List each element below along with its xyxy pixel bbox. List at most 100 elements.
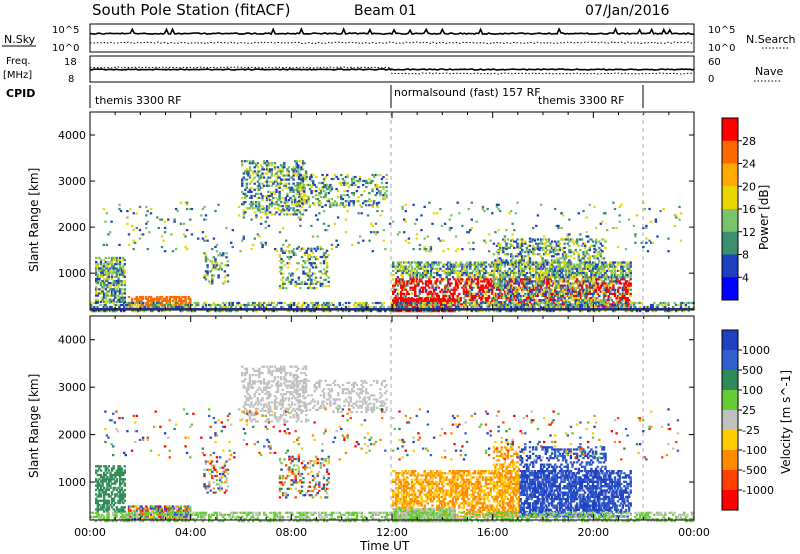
data-cell [219, 310, 222, 313]
data-cell [265, 209, 269, 212]
data-cell [122, 273, 125, 276]
data-cell [321, 181, 324, 185]
data-cell [514, 240, 518, 243]
data-cell [555, 294, 558, 298]
data-cell [541, 284, 544, 287]
data-cell [118, 290, 122, 293]
data-cell [550, 292, 554, 295]
data-cell [310, 255, 313, 259]
data-cell [604, 278, 607, 281]
data-cell [295, 192, 298, 195]
data-cell [629, 294, 632, 298]
data-cell [560, 269, 563, 272]
data-cell [372, 200, 376, 203]
data-cell [409, 310, 412, 313]
data-cell [404, 303, 407, 307]
data-cell [307, 278, 310, 281]
data-cell [499, 284, 502, 287]
data-cell [354, 301, 357, 305]
data-cell [447, 282, 450, 285]
data-cell [417, 306, 420, 309]
data-cell [568, 288, 571, 291]
data-cell [521, 257, 524, 260]
data-cell [279, 205, 283, 208]
data-cell [259, 174, 263, 177]
data-cell [359, 305, 362, 309]
data-cell [103, 294, 106, 297]
data-cell [436, 304, 439, 307]
data-cell [415, 269, 418, 272]
data-cell [217, 254, 220, 257]
data-cell [624, 282, 628, 285]
data-cell [423, 298, 426, 301]
data-cell [522, 301, 525, 304]
data-cell [497, 303, 500, 307]
data-cell [425, 267, 428, 270]
data-cell [291, 274, 294, 277]
data-cell [615, 278, 618, 281]
data-cell [629, 282, 632, 285]
data-cell [590, 297, 593, 300]
data-cell [112, 258, 115, 262]
data-cell [379, 173, 382, 177]
data-cell [439, 290, 442, 293]
data-cell [168, 301, 171, 304]
data-cell [414, 271, 417, 275]
data-cell [122, 269, 125, 272]
data-cell [579, 267, 582, 270]
data-cell [318, 181, 321, 185]
data-cell [535, 278, 538, 281]
data-cell [286, 278, 289, 281]
data-cell [272, 310, 275, 313]
data-cell [204, 258, 208, 261]
data-cell [371, 179, 374, 183]
data-cell [579, 269, 582, 272]
data-cell [470, 303, 473, 307]
noise-panel-frame [89, 23, 695, 53]
data-cell [314, 249, 318, 252]
data-cell [376, 183, 379, 187]
data-cell [602, 301, 606, 304]
data-cell [510, 280, 513, 283]
data-cell [415, 280, 418, 283]
data-cell [173, 295, 176, 299]
data-cell [318, 194, 321, 197]
data-cell [550, 246, 554, 249]
data-cell [522, 282, 525, 285]
data-cell [310, 249, 313, 252]
data-cell [555, 276, 558, 279]
data-cell [494, 297, 497, 300]
data-cell [486, 290, 489, 293]
data-cell [104, 279, 107, 283]
data-cell [491, 286, 494, 289]
data-cell [95, 265, 98, 268]
data-cell [583, 255, 587, 258]
data-cell [265, 178, 269, 181]
data-cell [612, 276, 615, 279]
data-cell [395, 303, 398, 307]
data-cell [118, 305, 121, 309]
data-cell [349, 183, 352, 187]
data-cell [558, 261, 562, 264]
data-cell [517, 294, 521, 298]
data-cell [503, 292, 507, 295]
data-cell [310, 280, 313, 283]
data-cell [401, 282, 404, 285]
data-cell [547, 276, 551, 279]
data-cell [491, 274, 494, 277]
data-cell [258, 201, 261, 204]
data-cell [539, 301, 543, 305]
data-cell [502, 303, 505, 307]
data-cell [278, 168, 281, 171]
data-cell [591, 284, 595, 287]
data-cell [576, 292, 579, 295]
data-cell [506, 271, 510, 275]
data-cell [621, 288, 624, 291]
data-cell [206, 272, 209, 275]
data-cell [502, 301, 505, 304]
data-cell [579, 271, 582, 275]
data-cell [168, 305, 171, 309]
data-cell [528, 267, 532, 270]
data-cell [106, 279, 109, 283]
data-cell [248, 190, 252, 193]
